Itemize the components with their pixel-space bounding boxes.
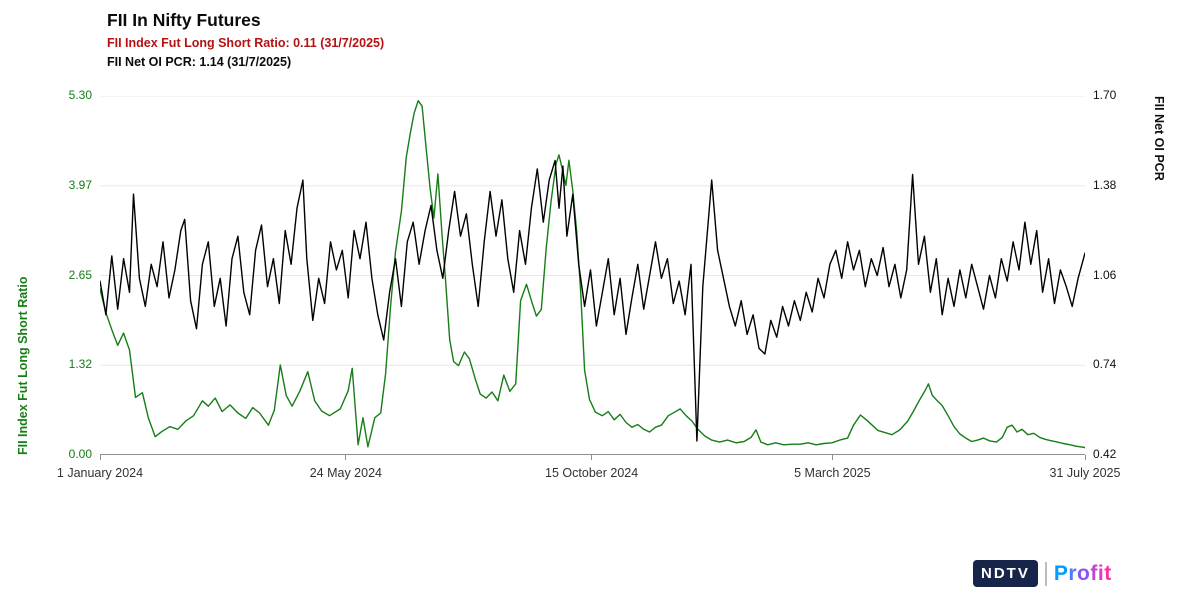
profit-logo-letter: i: [1097, 561, 1105, 585]
left-axis-tick-label: 1.32: [68, 357, 92, 372]
subtitle-long-short-ratio: FII Index Fut Long Short Ratio: 0.11 (31…: [107, 36, 385, 50]
ndtv-profit-logo: NDTV Profit: [973, 560, 1112, 587]
logo-separator: [1044, 561, 1047, 586]
x-axis-tick-label: 15 October 2024: [545, 466, 639, 480]
right-axis-tick-label: 0.42: [1093, 447, 1117, 461]
x-axis-tick-mark: [831, 455, 833, 460]
profit-logo-letter: t: [1104, 561, 1112, 585]
x-axis-tick-mark: [591, 455, 593, 460]
series-net-oi-pcr: [100, 159, 1085, 442]
left-axis-tick-label: 2.65: [68, 267, 92, 282]
right-axis-tick-label: 1.06: [1093, 267, 1117, 282]
x-axis-tick-mark: [1084, 455, 1086, 460]
plot-area: [100, 96, 1085, 455]
left-axis-tick-label: 0.00: [68, 447, 92, 461]
right-axis-tick-label: 0.74: [1093, 357, 1117, 372]
profit-logo-letter: r: [1068, 561, 1078, 585]
right-axis-tick-label: 1.38: [1093, 177, 1117, 192]
chart-canvas: [100, 96, 1085, 455]
profit-logo-letter: f: [1090, 561, 1098, 585]
x-axis-tick-label: 24 May 2024: [309, 466, 382, 480]
profit-logo-letter: P: [1053, 561, 1069, 585]
x-axis-tick-mark: [345, 455, 347, 460]
x-axis-tick-mark: [99, 455, 101, 460]
left-axis-tick-label: 5.30: [68, 88, 92, 102]
profit-logo-letter: o: [1077, 561, 1091, 585]
profit-logo: Profit: [1054, 562, 1112, 586]
left-axis-tick-label: 3.97: [68, 177, 92, 192]
ndtv-logo: NDTV: [973, 560, 1038, 587]
page-title: FII In Nifty Futures: [107, 10, 261, 30]
subtitle-net-oi-pcr: FII Net OI PCR: 1.14 (31/7/2025): [107, 55, 292, 69]
x-axis-tick-label: 1 January 2024: [56, 466, 144, 480]
right-axis-tick-label: 1.70: [1093, 88, 1117, 102]
right-axis-title: FII Net OI PCR: [1152, 96, 1166, 181]
x-axis-tick-label: 5 March 2025: [794, 466, 871, 480]
x-axis-tick-label: 31 July 2025: [1049, 466, 1121, 480]
